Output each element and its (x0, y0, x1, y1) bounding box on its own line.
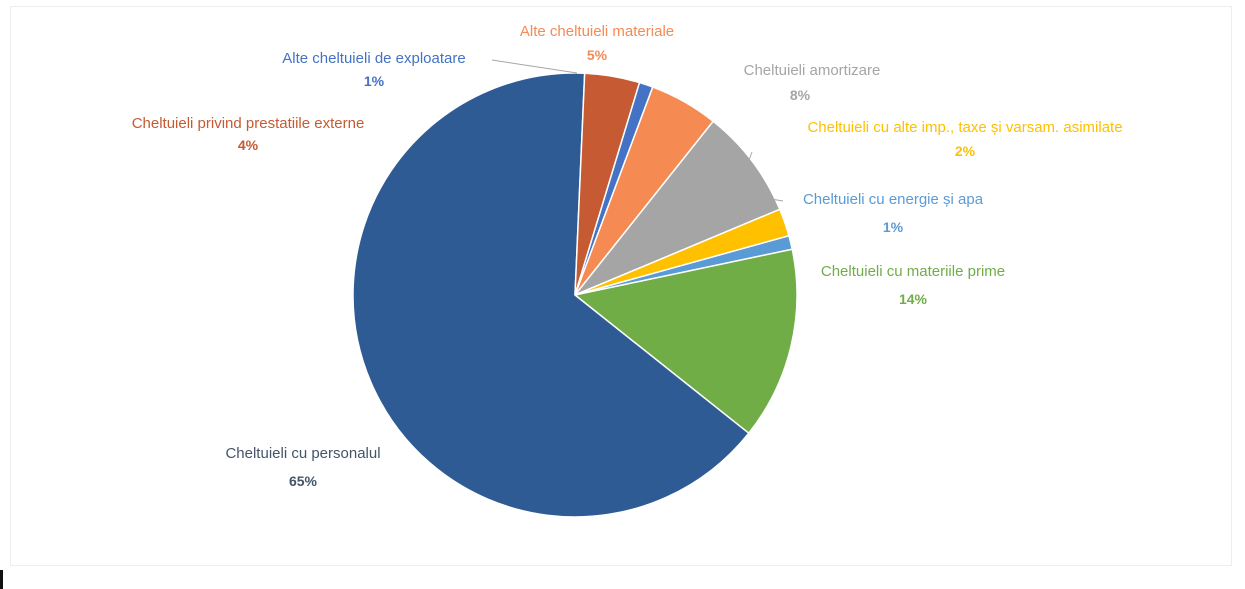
leader-line (491, 59, 578, 74)
slice-value-label: 5% (587, 47, 608, 63)
slice-label: Alte cheltuieli materiale (520, 23, 674, 40)
leader-lines (491, 59, 784, 202)
pie-slice (574, 208, 790, 296)
slice-value-label: 8% (790, 87, 811, 103)
leader-line (764, 197, 784, 202)
slice-label: Alte cheltuieli de exploatare (282, 50, 465, 67)
leader-line (742, 151, 753, 177)
chart-frame (10, 6, 1232, 566)
slice-value-label: 1% (364, 73, 385, 89)
slice-label: Cheltuieli privind prestatiile externe (132, 115, 365, 132)
slice-value-label: 65% (289, 473, 318, 489)
slice-label: Cheltuieli cu alte imp., taxe și varsam.… (807, 119, 1122, 136)
slice-value-label: 1% (883, 219, 904, 235)
slice-value-label: 4% (238, 137, 259, 153)
slice-label: Cheltuieli amortizare (744, 62, 881, 79)
edge-mark (0, 570, 3, 589)
slice-label: Cheltuieli cu energie și apa (803, 191, 984, 208)
pie-slices (352, 72, 798, 518)
slice-label: Cheltuieli cu personalul (225, 445, 380, 462)
pie-slice (573, 248, 798, 435)
slice-value-label: 14% (899, 291, 928, 307)
data-labels: Cheltuieli cu energie și apa 1% Cheltuieli… (132, 23, 1123, 489)
slice-value-label: 2% (955, 143, 976, 159)
pie-slice (352, 72, 750, 518)
slice-label: Cheltuieli cu materiile prime (821, 263, 1005, 280)
pie-slice (574, 120, 781, 296)
